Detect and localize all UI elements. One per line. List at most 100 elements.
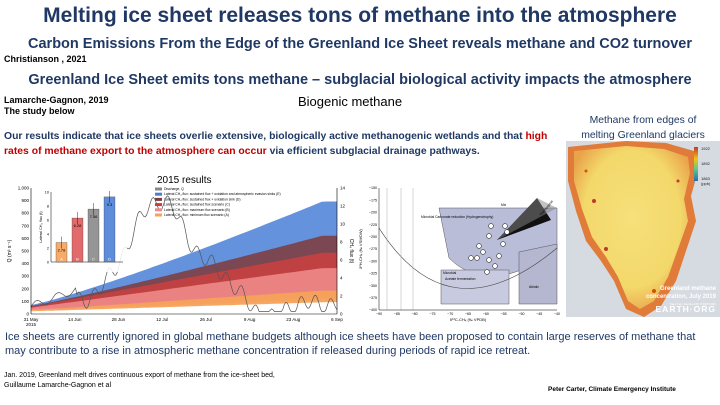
x-tick-label: 14 Jun (68, 317, 82, 322)
map-caption-line1: Methane from edges of (589, 115, 697, 126)
flux-axes: 01002003004005006007008009001,0000246810… (7, 186, 354, 328)
right-tick-label: 8 (340, 240, 343, 245)
right-tick-label: 14 (340, 186, 346, 191)
label-microbial: Microbial (443, 271, 456, 275)
footer-reference-line2: Guillaume Lamarche-Gagnon et al (4, 382, 112, 389)
bottom-paragraph: Ice sheets are currently ignored in glob… (5, 331, 696, 357)
label-hydrogenotrophy: Microbial Carbonate reduction (Hydrogeno… (421, 215, 493, 219)
inset-tick-label: 0 (47, 260, 49, 264)
earth-org-logo: EARTH·ORG (655, 304, 716, 314)
legend-swatch (155, 187, 162, 191)
right-tick-label: 2 (340, 294, 343, 299)
page-title: Melting ice sheet releases tons of metha… (43, 4, 677, 27)
inset-category-label: D (108, 257, 111, 262)
left-tick-label: 100 (21, 299, 29, 304)
inset-tick-label: 10 (45, 190, 49, 194)
x-tick-label: 23 Aug (286, 317, 301, 322)
legend-swatch (155, 203, 162, 207)
left-axis-title: Q (m³ s⁻¹) (7, 239, 13, 262)
inset-tick-label: 6 (47, 218, 49, 222)
isotope-y-tick: −250 (369, 235, 377, 239)
x-tick-label: 26 Jul (200, 317, 212, 322)
citation-lamarche-line2: The study below (4, 106, 75, 116)
sample-point (480, 249, 486, 255)
region-mix (497, 198, 557, 240)
sample-point (484, 269, 490, 275)
isotope-x-tick: −75 (429, 312, 435, 316)
isotope-y-tick: −200 (369, 211, 377, 215)
isotope-y-tick: −225 (369, 223, 377, 227)
findings-part1: Our results indicate that ice sheets ove… (4, 131, 526, 142)
sample-point (486, 233, 492, 239)
greenland-methane-map: 1922 1892 1863 (ppb) Greenland methane c… (566, 141, 720, 317)
right-tick-label: 6 (340, 258, 343, 263)
legend-label: Lateral CH₄ flux: sustained flux scenari… (164, 203, 230, 207)
isotope-y-tick: −375 (369, 296, 377, 300)
isotope-x-title: δ¹³C-CH₄ (‰ VPDB) (450, 317, 487, 322)
isotope-x-tick: −85 (394, 312, 400, 316)
map-caption-line2: melting Greenland glaciers (581, 130, 705, 141)
inset-tick-label: 4 (47, 232, 49, 236)
inset-tick-label: 2 (47, 246, 49, 250)
inset-value-label: 7.56 (90, 214, 99, 219)
label-abiotic: Abiotic (529, 285, 539, 289)
legend-label: Lateral CH₄ flux: sustained flux + oxida… (164, 192, 281, 196)
sample-point (496, 253, 502, 259)
left-tick-label: 800 (21, 211, 29, 216)
inset-value-label: 9.3 (107, 202, 113, 207)
isotope-x-tick: −80 (412, 312, 418, 316)
scale-unit-label: (ppb) (701, 181, 711, 186)
isotope-y-tick: −350 (369, 284, 377, 288)
left-tick-label: 400 (21, 261, 29, 266)
legend-label: Lateral CH₄ flux: sustained flux + oxida… (164, 197, 240, 201)
left-tick-label: 700 (21, 223, 29, 228)
region-abiotic (518, 243, 558, 305)
sample-point (504, 229, 510, 235)
citation-lamarche: Lamarche-Gagnon, 2019 The study below (4, 95, 109, 117)
legend-swatch (155, 197, 162, 201)
flux-plot-area (30, 195, 338, 312)
inset-value-label: 2.78 (58, 248, 67, 253)
map-data-note: Data from Sentinel-5P (TROPOMI) (669, 302, 716, 306)
map-concentration-label: Greenland methane concentration, July 20… (645, 286, 716, 300)
isotope-x-tick: −70 (447, 312, 453, 316)
legend-swatch (155, 192, 162, 196)
legend-label: Lateral CH₄ flux: maximum flux scenario … (164, 208, 230, 212)
left-tick-label: 300 (21, 274, 29, 279)
scale-mid-label: 1892 (701, 161, 711, 166)
inset-category-label: C (92, 257, 95, 262)
x-tick-label: 9 Aug (244, 317, 256, 322)
isotope-x-tick: −90 (376, 312, 382, 316)
footer-reference: Jan. 2019, Greenland melt drives continu… (4, 371, 275, 391)
left-tick-label: 0 (26, 312, 29, 317)
biogenic-methane-label: Biogenic methane (298, 94, 403, 109)
results-2015-label: 2015 results (157, 175, 212, 186)
greenland-map-graphic: 1922 1892 1863 (ppb) (566, 141, 720, 317)
isotope-y-tick: −275 (369, 247, 377, 251)
right-tick-label: 10 (340, 222, 346, 227)
isotope-scatter-chart: Microbial Carbonate reduction (Hydrogeno… (357, 184, 562, 330)
sample-point (488, 223, 494, 229)
inset-category-label: A (60, 257, 63, 262)
sample-point (500, 241, 506, 247)
left-tick-label: 600 (21, 236, 29, 241)
footer-reference-line1: Jan. 2019, Greenland melt drives continu… (4, 372, 275, 379)
sample-point (468, 255, 474, 261)
inset-axis-title: Lateral CH₄ flux (t) (39, 211, 43, 243)
subtitle-christianson: Carbon Emissions From the Edge of the Gr… (28, 36, 692, 52)
isotope-y-tick: −400 (369, 308, 377, 312)
isotope-plot: Microbial Carbonate reduction (Hydrogeno… (358, 186, 560, 322)
left-tick-label: 200 (21, 286, 29, 291)
sample-point (486, 257, 492, 263)
isotope-curve (378, 227, 558, 289)
scale-top-label: 1922 (701, 146, 711, 151)
inset-bar-chart: 0 2 4 6 8 10 Lateral CH₄ flux (t) 2.78 A 6.28 B 7.5… (39, 190, 127, 272)
isotope-y-tick: −325 (369, 272, 377, 276)
left-tick-label: 1,000 (18, 186, 30, 191)
right-axis-title: CH₄ flux (t) (348, 239, 354, 264)
isotope-x-tick: −55 (501, 312, 507, 316)
findings-part2: via efficient subglacial drainage pathwa… (266, 146, 480, 157)
discharge-line (30, 195, 338, 312)
right-tick-label: 0 (340, 312, 343, 317)
